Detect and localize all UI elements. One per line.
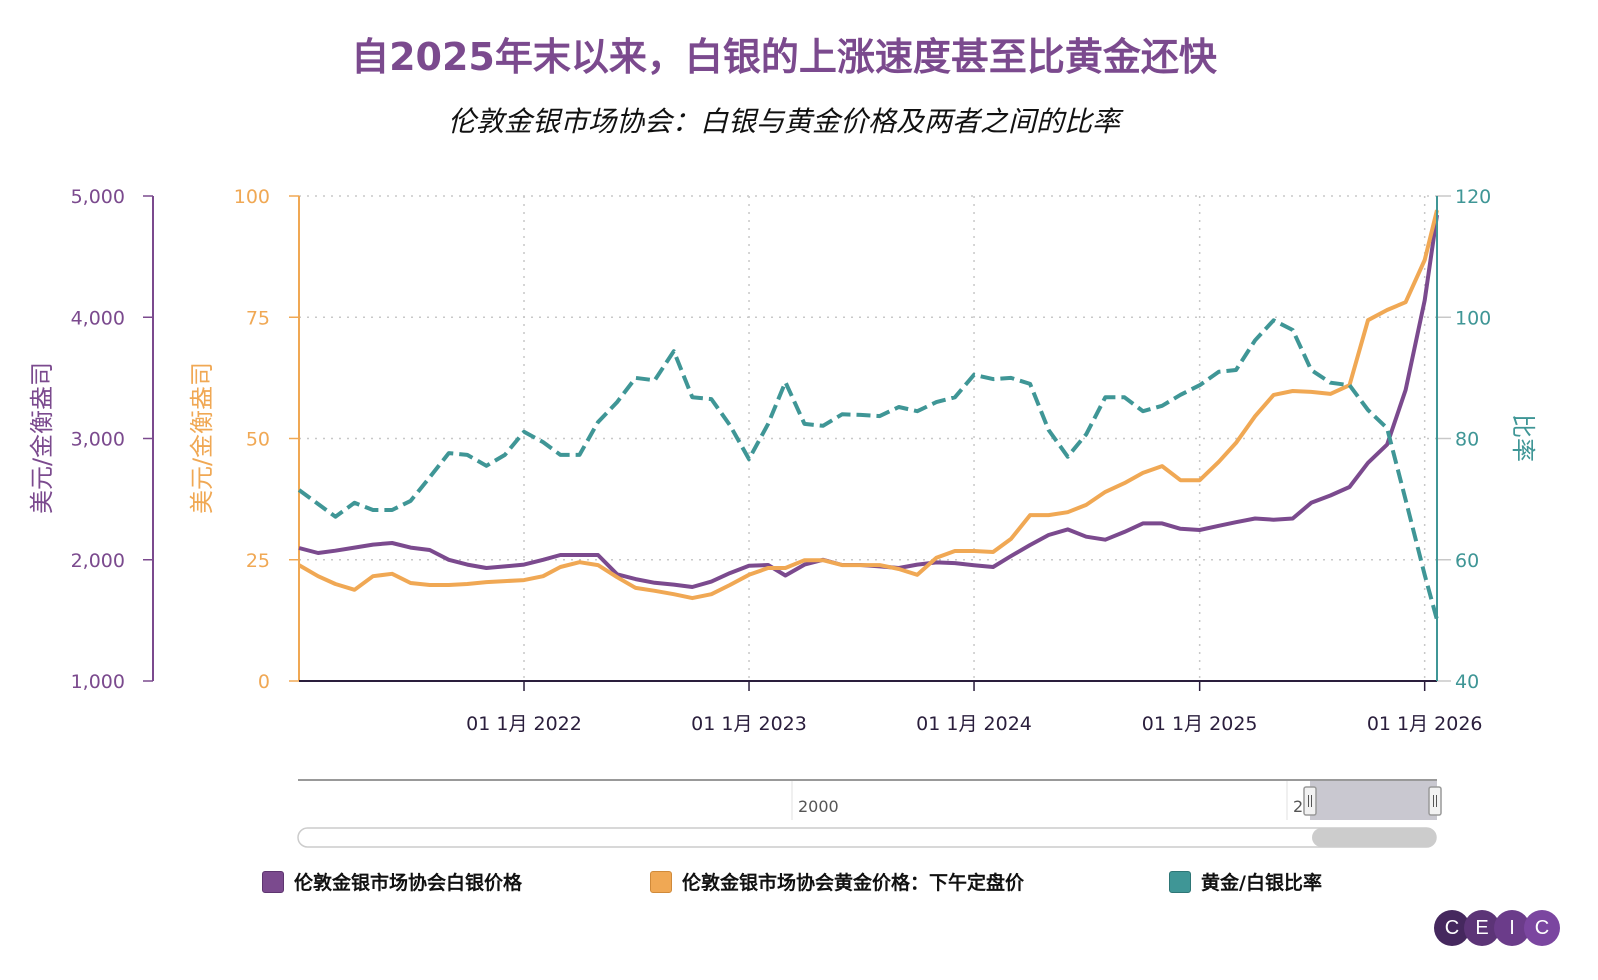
navigator-handle[interactable]	[1303, 786, 1317, 816]
right-tick-label: 120	[1455, 186, 1491, 208]
left-outer-tick-label: 4,000	[71, 307, 125, 329]
x-tick-label: 01 1月 2022	[466, 713, 582, 735]
left-outer-tick-label: 1,000	[71, 671, 125, 693]
left-inner-tick-label: 25	[246, 550, 270, 572]
scrollbar-track[interactable]	[297, 827, 1437, 848]
left-inner-tick-label: 50	[246, 429, 270, 451]
left-outer-axis-title: 美元/金衡盎司	[28, 362, 56, 514]
left-outer-tick-label: 2,000	[71, 550, 125, 572]
left-inner-axis-title: 美元/金衡盎司	[188, 362, 216, 514]
right-tick-label: 60	[1455, 550, 1479, 572]
left-outer-tick-label: 3,000	[71, 429, 125, 451]
legend-item-gold[interactable]: 伦敦金银市场协会黄金价格：下午定盘价	[650, 868, 1024, 895]
scrollbar-thumb[interactable]	[1312, 828, 1436, 847]
logo-letter: C	[1524, 910, 1560, 946]
legend-swatch	[650, 870, 672, 893]
legend-item-silver[interactable]: 伦敦金银市场协会白银价格	[262, 868, 522, 895]
legend-label: 伦敦金银市场协会白银价格	[294, 872, 523, 894]
ceic-logo: C E I C	[1434, 910, 1560, 946]
right-tick-label: 40	[1455, 671, 1479, 693]
legend-swatch	[262, 870, 284, 893]
chart-title: 自2025年末以来，白银的上涨速度甚至比黄金还快	[351, 35, 1217, 79]
legend-label: 伦敦金银市场协会黄金价格：下午定盘价	[682, 872, 1025, 894]
right-tick-label: 100	[1455, 307, 1491, 329]
x-tick-label: 01 1月 2024	[916, 713, 1032, 735]
legend-item-ratio[interactable]: 黄金/白银比率	[1169, 868, 1322, 895]
x-tick-label: 01 1月 2026	[1367, 713, 1483, 735]
chart: 01 1月 2022 01 1月 2023 01 1月 2024 01 1月 2025…	[28, 186, 1537, 848]
series-line-1	[297, 209, 1439, 601]
x-tick-label: 01 1月 2023	[691, 713, 807, 735]
series-line-2	[297, 318, 1439, 621]
x-tick-label: 01 1月 2025	[1142, 713, 1258, 735]
chart-subtitle: 伦敦金银市场协会：白银与黄金价格及两者之间的比率	[447, 105, 1120, 138]
right-tick-label: 80	[1455, 429, 1479, 451]
left-inner-tick-label: 75	[246, 307, 270, 329]
legend-swatch	[1169, 870, 1191, 893]
left-outer-tick-label: 5,000	[71, 186, 125, 208]
right-axis-title: 比率	[1509, 414, 1537, 462]
navigator-handle[interactable]	[1428, 786, 1442, 816]
legend-label: 黄金/白银比率	[1201, 872, 1322, 894]
navigator-mask[interactable]	[1310, 781, 1437, 820]
left-inner-tick-label: 0	[258, 671, 270, 693]
navigator-label: 2000	[798, 797, 839, 816]
left-inner-tick-label: 100	[234, 186, 270, 208]
